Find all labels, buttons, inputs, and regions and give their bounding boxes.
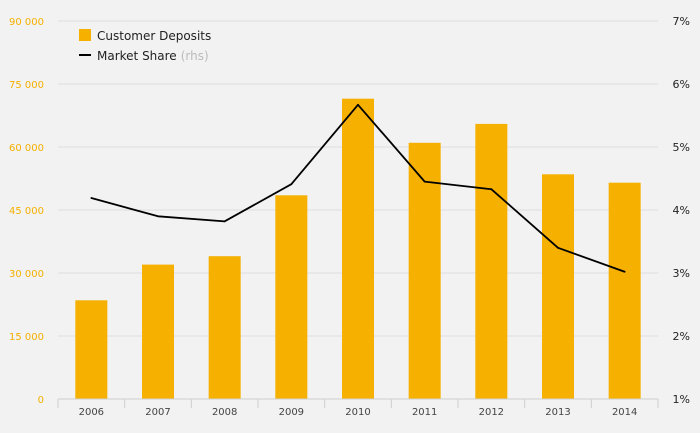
x-tick-label: 2014 <box>612 407 637 418</box>
y-right-tick-label: 1% <box>673 393 690 406</box>
y-left-tick-label: 90 000 <box>9 17 44 28</box>
point-market-share <box>423 180 426 183</box>
y-right-tick-label: 3% <box>673 267 690 280</box>
point-market-share <box>490 188 493 191</box>
bar-customer-deposits <box>542 174 574 399</box>
line-series <box>90 103 626 273</box>
legend-label-deposits: Customer Deposits <box>97 29 211 43</box>
y-left-tick-label: 75 000 <box>9 80 44 91</box>
legend-label-market-share-name: Market Share <box>97 49 177 63</box>
bar-customer-deposits <box>142 264 174 399</box>
bar-customer-deposits <box>342 98 374 399</box>
point-market-share <box>157 215 159 218</box>
x-tick-label: 2010 <box>345 407 370 418</box>
y-right-tick-label: 2% <box>673 330 690 343</box>
y-left-tick-label: 15 000 <box>9 332 44 343</box>
point-market-share <box>557 246 559 249</box>
y-right-tick-label: 4% <box>673 204 690 217</box>
y-right-tick-label: 7% <box>673 15 690 28</box>
axes: 0 15 000 30 000 45 000 60 000 75 000 90 000 1% 2… <box>9 15 690 418</box>
bar-customer-deposits <box>275 195 308 399</box>
y-right-tick-label: 5% <box>673 141 690 154</box>
bar-customer-deposits <box>75 300 108 399</box>
x-tick-label: 2007 <box>145 407 170 418</box>
legend-label-market-share-note: (rhs) <box>181 49 209 63</box>
x-tick-label: 2006 <box>79 407 104 418</box>
x-tick-label: 2012 <box>479 407 504 418</box>
bar-customer-deposits <box>608 182 641 399</box>
point-market-share <box>223 220 226 223</box>
y-left-tick-label: 60 000 <box>9 143 44 154</box>
legend: Customer Deposits Market Share (rhs) <box>79 29 211 63</box>
y-right-tick-label: 6% <box>673 78 690 91</box>
y-left-tick-label: 0 <box>38 395 44 406</box>
y-left-tick-label: 45 000 <box>9 206 44 217</box>
x-tick-label: 2008 <box>212 407 237 418</box>
point-market-share <box>290 183 293 186</box>
bar-customer-deposits <box>408 142 441 400</box>
x-tick-label: 2011 <box>412 407 437 418</box>
bar-customer-deposits <box>208 256 241 399</box>
bar-series <box>75 98 641 400</box>
bar-customer-deposits <box>475 123 508 400</box>
legend-label-market-share: Market Share (rhs) <box>97 49 209 63</box>
point-market-share <box>357 103 359 106</box>
legend-swatch-deposits <box>79 29 91 41</box>
y-left-tick-label: 30 000 <box>9 269 44 280</box>
x-tick-label: 2009 <box>279 407 304 418</box>
point-market-share <box>623 270 626 273</box>
point-market-share <box>90 197 93 199</box>
x-tick-label: 2013 <box>545 407 570 418</box>
